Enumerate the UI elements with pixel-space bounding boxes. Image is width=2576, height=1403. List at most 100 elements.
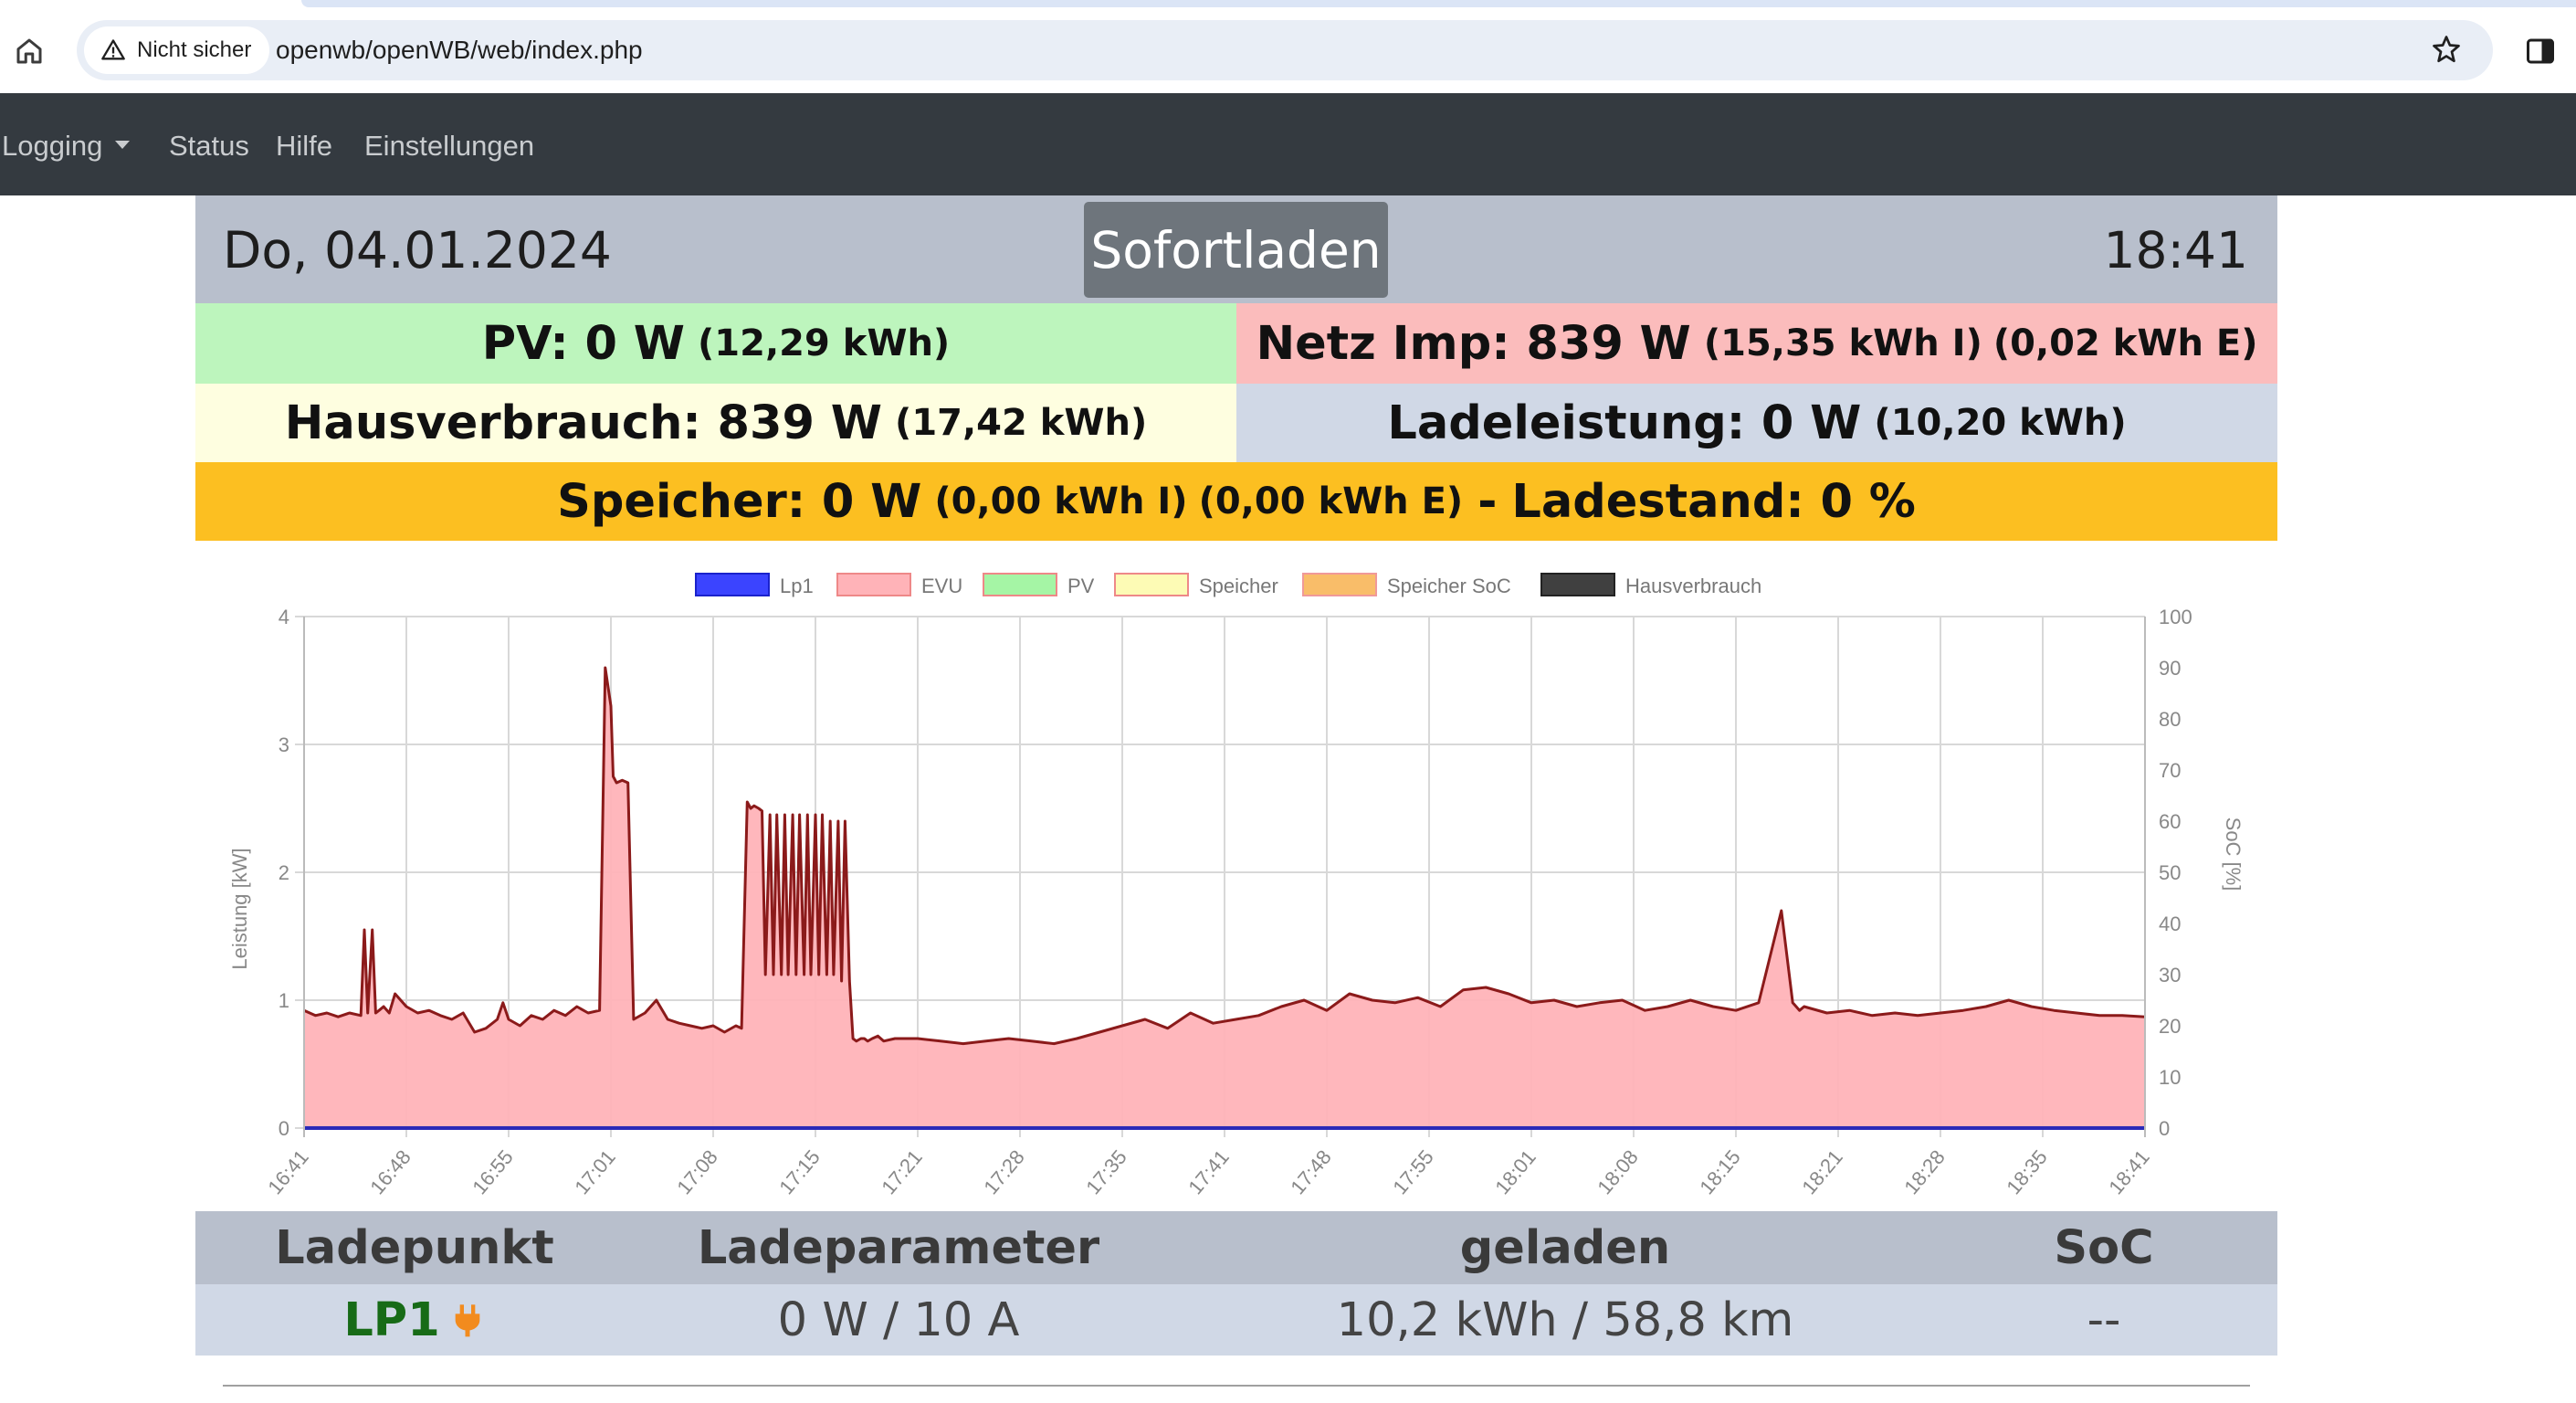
charge-mode-button[interactable]: Sofortladen: [1084, 202, 1388, 298]
y2-tick-label: 30: [2159, 964, 2181, 986]
y-tick-label: 3: [279, 733, 289, 756]
y-tick-label: 1: [279, 989, 289, 1012]
x-tick-label: 17:21: [877, 1145, 927, 1198]
x-tick-label: 18:41: [2104, 1145, 2154, 1198]
x-tick-label: 17:35: [1081, 1145, 1131, 1198]
y2-tick-label: 40: [2159, 912, 2181, 935]
nav-logging-dropdown[interactable]: Logging: [2, 130, 131, 163]
x-tick-label: 17:01: [570, 1145, 620, 1198]
pv-power-cell: PV: 0 W (12,29 kWh): [195, 303, 1236, 384]
caret-down-icon: [115, 141, 131, 150]
x-tick-label: 18:08: [1593, 1145, 1643, 1198]
x-tick-label: 17:48: [1286, 1145, 1336, 1198]
legend-swatch: [1114, 573, 1189, 596]
chargepoint-name-cell[interactable]: LP1: [232, 1284, 597, 1356]
house-consumption-energy: (17,42 kWh): [895, 402, 1148, 444]
legend-swatch: [1540, 573, 1615, 596]
evu-area: [304, 668, 2145, 1128]
current-time: 18:41: [2103, 221, 2248, 280]
grid-power-cell: Netz Imp: 839 W (15,35 kWh I) (0,02 kWh …: [1236, 303, 2277, 384]
legend-label: Speicher SoC: [1387, 575, 1511, 597]
chargepoint-table-header: Ladepunkt Ladeparameter geladen SoC: [195, 1211, 2277, 1284]
house-consumption-cell: Hausverbrauch: 839 W (17,42 kWh): [195, 384, 1236, 462]
legend-swatch: [983, 573, 1057, 596]
grid-import-power: Netz Imp: 839 W: [1256, 316, 1691, 371]
y-axis-label: Leistung [kW]: [228, 848, 251, 969]
y2-tick-label: 90: [2159, 657, 2181, 680]
legend-swatch: [695, 573, 770, 596]
x-tick-label: 17:08: [672, 1145, 722, 1198]
y2-tick-label: 80: [2159, 708, 2181, 731]
x-tick-label: 16:41: [263, 1145, 313, 1198]
security-label: Nicht sicher: [137, 37, 252, 62]
x-tick-label: 17:55: [1388, 1145, 1438, 1198]
chargepoint-row[interactable]: LP1 0 W / 10 A 10,2 kWh / 58,8 km --: [195, 1284, 2277, 1356]
nav-status[interactable]: Status: [169, 130, 249, 162]
header-ladepunkt: Ladepunkt: [275, 1220, 554, 1275]
home-icon[interactable]: [13, 35, 46, 68]
plug-icon: [455, 1304, 480, 1337]
charging-power-cell: Ladeleistung: 0 W (10,20 kWh): [1236, 384, 2277, 462]
x-tick-label: 17:28: [979, 1145, 1029, 1198]
y2-tick-label: 100: [2159, 606, 2192, 628]
browser-toolbar: Nicht sicher openwb/openWB/web/index.php: [0, 9, 2576, 93]
legend-label: Hausverbrauch: [1625, 575, 1761, 597]
tab-strip-accent: [301, 0, 2576, 7]
house-consumption-power: Hausverbrauch: 839 W: [284, 396, 883, 450]
power-chart[interactable]: Lp1 EVU PV Speicher Speicher SoC Hausverbrauc…: [195, 562, 2277, 1201]
battery-storage-cell: Speicher: 0 W (0,00 kWh I) (0,00 kWh E) …: [195, 462, 2277, 541]
address-bar[interactable]: Nicht sicher openwb/openWB/web/index.php: [77, 20, 2493, 80]
storage-import-energy: (0,00 kWh I): [934, 480, 1188, 522]
url-text[interactable]: openwb/openWB/web/index.php: [276, 36, 643, 64]
legend-label: Speicher: [1199, 575, 1278, 597]
bookmark-star-icon[interactable]: [2430, 33, 2463, 66]
legend-label: Lp1: [780, 575, 814, 597]
legend-label: PV: [1067, 575, 1095, 597]
warning-icon: [101, 39, 125, 60]
x-tick-label: 17:15: [774, 1145, 825, 1198]
evu-line: [303, 666, 2146, 1046]
y2-tick-label: 20: [2159, 1015, 2181, 1038]
current-date: Do, 04.01.2024: [223, 221, 612, 280]
browser-tab-strip: [0, 0, 2576, 9]
side-panel-icon[interactable]: [2524, 35, 2557, 68]
x-tick-label: 18:35: [2002, 1145, 2052, 1198]
x-tick-label: 16:48: [365, 1145, 415, 1198]
legend-label: EVU: [921, 575, 962, 597]
chargepoint-name[interactable]: LP1: [343, 1292, 440, 1347]
header-geladen: geladen: [1459, 1220, 1671, 1275]
y-tick-label: 0: [279, 1117, 289, 1140]
legend-swatch: [836, 573, 911, 596]
y2-axis-label: SoC [%]: [2222, 818, 2245, 891]
y2-tick-label: 60: [2159, 810, 2181, 833]
storage-soc: Ladestand: 0 %: [1511, 474, 1916, 529]
status-header: Do, 04.01.2024 Sofortladen 18:41: [195, 195, 2277, 303]
header-soc: SoC: [2054, 1220, 2154, 1275]
y2-tick-label: 50: [2159, 861, 2181, 884]
x-tick-label: 18:28: [1899, 1145, 1950, 1198]
storage-power: Speicher: 0 W: [557, 474, 922, 529]
y2-tick-label: 10: [2159, 1066, 2181, 1089]
y2-tick-label: 0: [2159, 1117, 2170, 1140]
legend-swatch: [1302, 573, 1377, 596]
y-tick-label: 4: [279, 606, 289, 628]
pv-energy: (12,29 kWh): [698, 322, 951, 364]
security-chip[interactable]: Nicht sicher: [84, 26, 270, 74]
bottom-divider: [223, 1385, 2250, 1387]
x-tick-label: 17:41: [1183, 1145, 1234, 1198]
y2-tick-label: 70: [2159, 759, 2181, 782]
x-tick-label: 18:15: [1695, 1145, 1745, 1198]
charging-energy: (10,20 kWh): [1874, 402, 2127, 444]
x-tick-label: 18:01: [1490, 1145, 1540, 1198]
grid-import-energy: (15,35 kWh I): [1703, 322, 1982, 364]
nav-hilfe[interactable]: Hilfe: [276, 130, 333, 162]
charge-parameters: 0 W / 10 A: [777, 1292, 1020, 1347]
charged-energy: 10,2 kWh / 58,8 km: [1336, 1292, 1794, 1347]
pv-power: PV: 0 W: [481, 316, 685, 371]
separator-dash: -: [1477, 474, 1498, 529]
x-tick-label: 16:55: [468, 1145, 518, 1198]
storage-export-energy: (0,00 kWh E): [1198, 480, 1464, 522]
header-ladeparameter: Ladeparameter: [697, 1220, 1100, 1275]
nav-einstellungen[interactable]: Einstellungen: [364, 130, 535, 162]
app-navbar: Logging Status Hilfe Einstellungen: [0, 93, 2576, 195]
